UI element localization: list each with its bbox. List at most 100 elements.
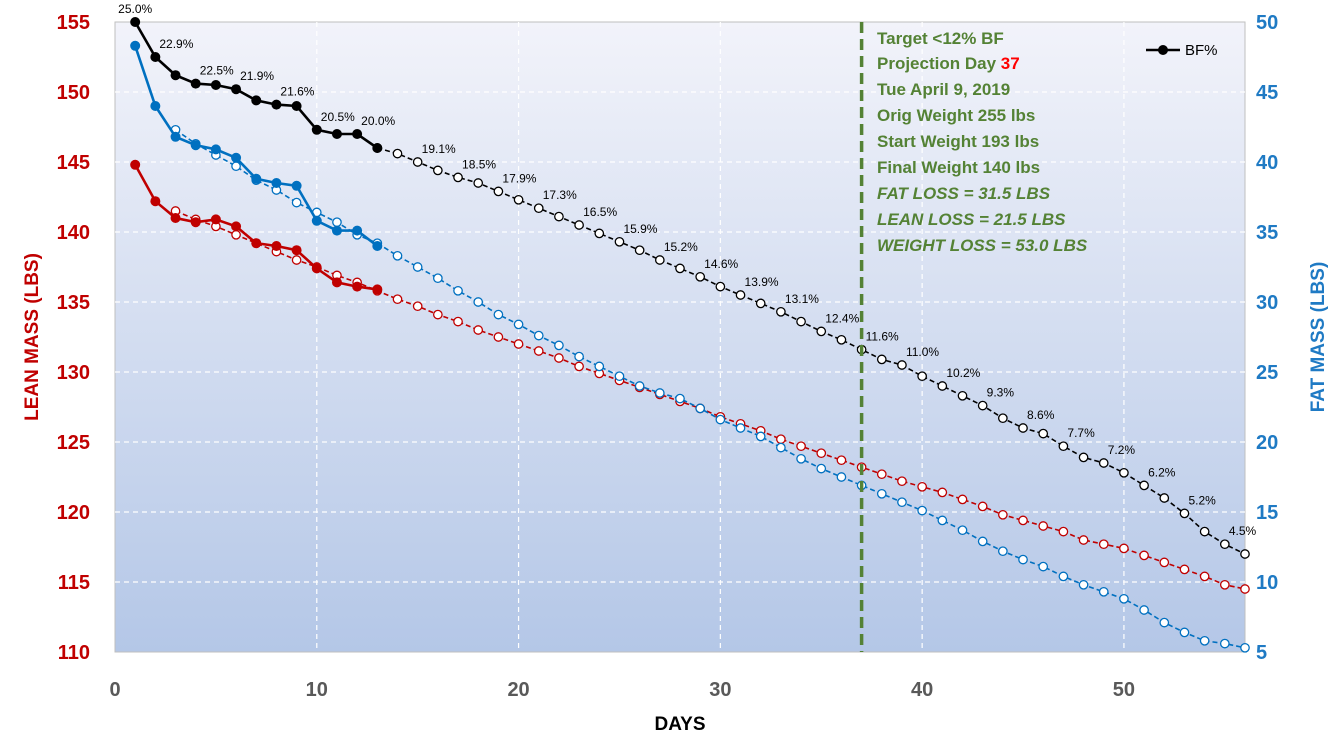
series-fat-projection-point bbox=[1119, 593, 1129, 604]
series-bf-actual-point bbox=[372, 143, 383, 153]
series-bf-projection-point bbox=[917, 371, 927, 382]
y-right-tick-label: 15 bbox=[1256, 502, 1278, 524]
series-fat-actual-point bbox=[190, 140, 201, 151]
series-bf-projection-point bbox=[433, 165, 443, 176]
series-bf-actual-point bbox=[311, 124, 322, 135]
series-lean-projection-point bbox=[433, 309, 443, 320]
series-bf-projection-point bbox=[533, 203, 544, 214]
series-bf-projection-point bbox=[1038, 428, 1049, 439]
series-lean-actual-point bbox=[150, 196, 161, 207]
series-fat-projection-point bbox=[998, 546, 1008, 557]
series-fat-projection-point bbox=[735, 423, 746, 433]
bf-data-label: 22.5% bbox=[200, 64, 234, 78]
series-fat-actual-point bbox=[331, 225, 342, 236]
y-left-tick-label: 120 bbox=[57, 502, 90, 524]
bf-data-label: 12.4% bbox=[825, 311, 859, 325]
bf-data-label: 7.7% bbox=[1067, 426, 1095, 440]
series-bf bbox=[130, 17, 1250, 559]
series-fat-projection-point bbox=[1078, 579, 1089, 590]
series-bf-projection-point bbox=[473, 178, 484, 188]
bf-data-label: 11.0% bbox=[906, 345, 939, 359]
series-lean-projection-point bbox=[291, 255, 302, 265]
series-fat-projection-point bbox=[473, 297, 484, 307]
y-right-tick-label: 30 bbox=[1256, 292, 1278, 314]
series-lean-actual-point bbox=[311, 263, 322, 274]
series-fat-projection-point bbox=[1199, 635, 1210, 646]
x-tick-label: 0 bbox=[109, 679, 120, 701]
bf-data-label: 16.5% bbox=[583, 205, 617, 219]
y-right-tick-label: 50 bbox=[1256, 12, 1278, 34]
series-bf-projection-point bbox=[816, 326, 827, 337]
series-lean-actual-point bbox=[190, 217, 201, 228]
series-lean-projection-point bbox=[1058, 526, 1069, 537]
y-right-tick-label: 40 bbox=[1256, 152, 1278, 174]
x-tick-label: 20 bbox=[507, 679, 529, 701]
series-lean-projection-point bbox=[1098, 539, 1109, 550]
bf-data-label: 20.0% bbox=[361, 114, 395, 128]
series-lean-projection-point bbox=[957, 494, 968, 505]
series-fat-projection-point bbox=[1219, 638, 1230, 649]
series-bf-projection-point bbox=[1078, 452, 1089, 463]
series-fat-projection-point bbox=[433, 273, 443, 284]
series-fat bbox=[130, 40, 1250, 653]
series-fat-projection-point bbox=[493, 309, 504, 320]
y-left-tick-label: 130 bbox=[57, 362, 90, 384]
series-lean-actual-point bbox=[210, 214, 221, 225]
series-fat-projection-point bbox=[614, 371, 625, 382]
series-fat-projection-point bbox=[574, 351, 584, 362]
series-bf-actual-point bbox=[352, 129, 363, 139]
series-fat-projection-point bbox=[695, 403, 706, 414]
series-fat-projection-point bbox=[654, 388, 665, 398]
series-bf-projection-point bbox=[614, 236, 625, 247]
bf-data-label: 8.6% bbox=[1027, 408, 1055, 422]
axes: 110 115 120 125 130 135 140 145 150 155 5 10 15 20 25 3… bbox=[57, 12, 1279, 701]
x-tick-label: 40 bbox=[911, 679, 933, 701]
series-fat-projection-point bbox=[412, 262, 423, 272]
series-lean-projection-point bbox=[1038, 521, 1049, 531]
y-left-tick-label: 125 bbox=[57, 432, 90, 454]
series-bf-actual-point bbox=[291, 101, 302, 111]
series-fat-projection-point bbox=[513, 319, 524, 330]
series-lean-projection-point bbox=[897, 476, 907, 487]
annotation-projection-day: Projection Day 37 bbox=[877, 54, 1020, 73]
y-right-tick-label: 5 bbox=[1256, 642, 1267, 664]
series-lean-actual-point bbox=[231, 221, 242, 232]
series-bf-actual-point bbox=[170, 70, 181, 81]
bf-data-label: 25.0% bbox=[118, 2, 152, 16]
series-fat-actual-point bbox=[130, 40, 141, 51]
series-fat-actual-point bbox=[271, 178, 282, 188]
series-lean-projection-point bbox=[231, 229, 241, 240]
x-axis-title: DAYS bbox=[654, 714, 705, 735]
series-fat-actual-point bbox=[231, 152, 242, 163]
series-bf-projection-point bbox=[1219, 539, 1230, 550]
bf-data-label: 14.6% bbox=[704, 257, 738, 271]
series-bf-projection-point bbox=[554, 211, 564, 222]
series-bf-projection-point bbox=[897, 360, 907, 370]
series-bf-projection-point bbox=[1119, 467, 1129, 478]
series-fat-projection-point bbox=[1038, 561, 1049, 572]
series-bf-projection-point bbox=[977, 400, 988, 411]
bf-data-label: 17.3% bbox=[543, 188, 577, 202]
series-fat-projection-point bbox=[816, 463, 827, 474]
series-fat-projection-point bbox=[715, 414, 726, 425]
y-right-tick-label: 25 bbox=[1256, 362, 1278, 384]
series-fat-projection-point bbox=[977, 536, 988, 547]
series-bf-actual-point bbox=[210, 80, 221, 90]
series-fat-projection-point bbox=[1058, 571, 1069, 582]
series-fat-projection-point bbox=[675, 393, 685, 404]
annotation-final-weight: Final Weight 140 lbs bbox=[877, 158, 1040, 177]
series-lean-projection-point bbox=[554, 353, 564, 363]
series-bf-actual-point bbox=[331, 129, 342, 139]
x-tick-label: 10 bbox=[306, 679, 328, 701]
series-fat-actual-point bbox=[170, 131, 181, 142]
x-tick-label: 50 bbox=[1113, 679, 1135, 701]
series-fat-projection-point bbox=[392, 250, 403, 261]
series-layer bbox=[130, 17, 1250, 653]
annotation-weight-loss: WEIGHT LOSS = 53.0 LBS bbox=[877, 236, 1088, 255]
series-lean-projection-point bbox=[1199, 571, 1210, 582]
series-fat-actual-point bbox=[291, 180, 302, 191]
series-lean-actual-point bbox=[130, 159, 141, 170]
series-lean-actual-point bbox=[251, 238, 262, 249]
series-lean-projection-point bbox=[533, 346, 544, 356]
